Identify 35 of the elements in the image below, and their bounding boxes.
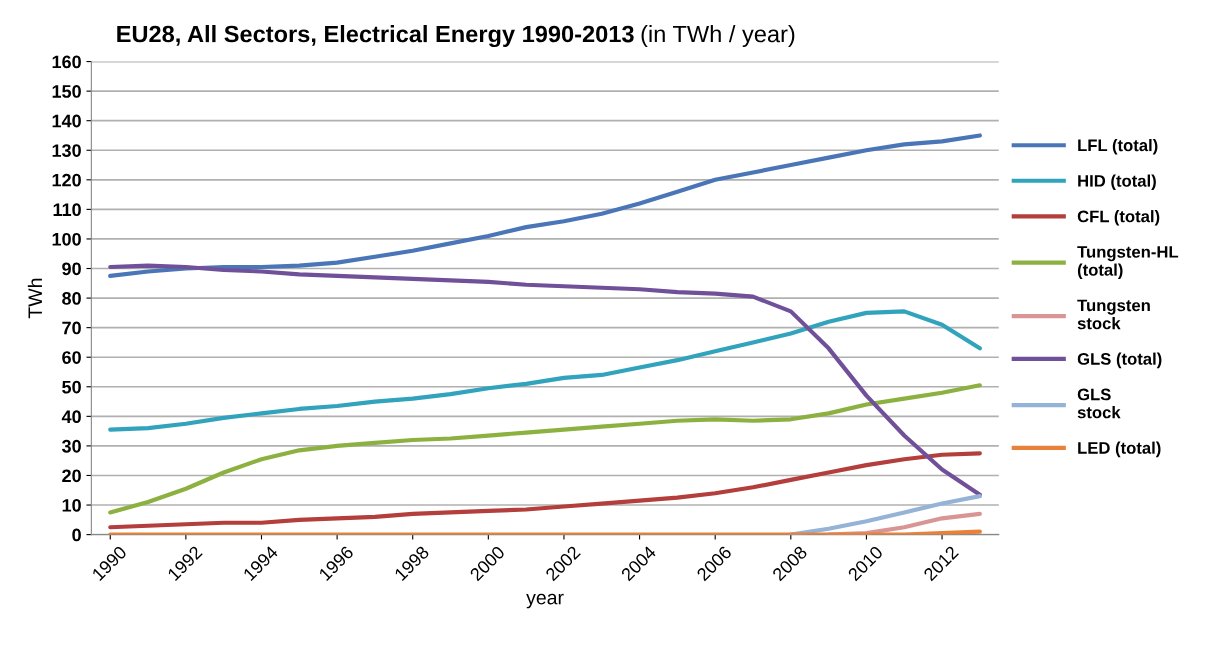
legend-label: HID (total): [1078, 174, 1156, 191]
y-tick-label: 140: [52, 114, 81, 128]
y-tick-label: 120: [52, 173, 81, 187]
legend-label: CFL (total): [1077, 210, 1160, 226]
y-tick-label: 160: [52, 55, 81, 69]
chart-subtitle: (in TWh / year): [641, 25, 795, 48]
y-tick-label: 30: [61, 439, 81, 453]
chart-title: EU28, All Sectors, Electrical Energy 1990-2013: [117, 25, 634, 48]
legend-label: GLS stock: [1077, 388, 1121, 419]
y-tick-label: 80: [62, 292, 81, 305]
legend-label: LFL (total): [1078, 139, 1158, 155]
legend-label: Tungsten-HL (total): [1077, 246, 1179, 280]
legend-label: GLS (total): [1077, 352, 1162, 369]
y-tick-label: 110: [53, 203, 81, 217]
legend-label: Tungsten stock: [1077, 299, 1150, 330]
line-series: [108, 451, 982, 530]
y-tick-label: 20: [62, 469, 81, 483]
y-tick-label: 70: [62, 321, 81, 335]
line-series: [108, 263, 982, 497]
line-series: [108, 309, 982, 432]
y-tick-label: 60: [62, 351, 81, 364]
y-axis-title: TWh: [27, 278, 42, 319]
line-series: [788, 494, 982, 535]
y-tick-label: 100: [52, 232, 81, 246]
x-axis-title: year: [526, 593, 564, 609]
y-tick-label: 40: [61, 410, 81, 424]
legend-label: LED (total): [1078, 441, 1161, 458]
y-tick-label: 10: [62, 498, 81, 512]
y-tick-label: 50: [62, 380, 81, 394]
y-tick-label: 150: [52, 85, 81, 98]
y-tick-label: 130: [52, 144, 81, 157]
line-series: [108, 383, 982, 515]
line-series: [108, 133, 982, 278]
y-tick-label: 0: [72, 528, 81, 542]
y-tick-label: 90: [62, 262, 81, 276]
